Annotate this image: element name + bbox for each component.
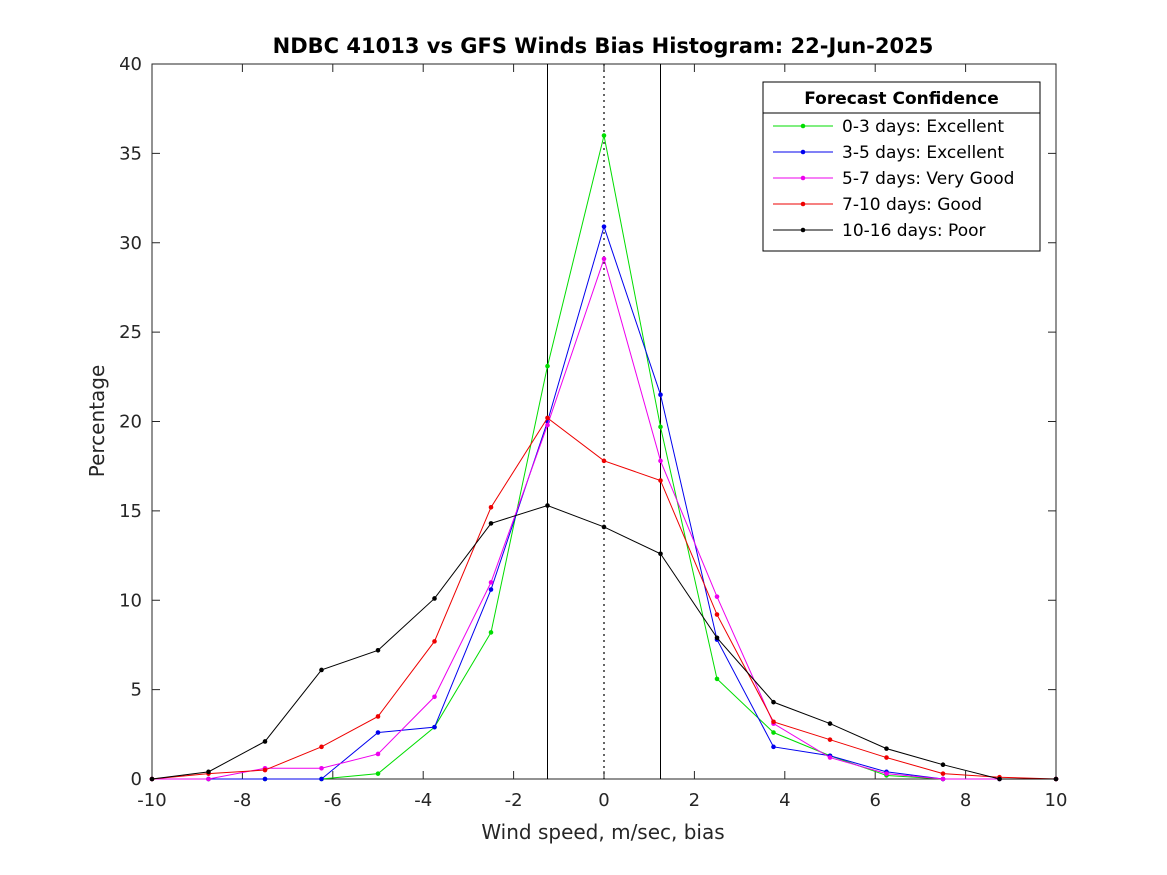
series-point-7-10-days-good (714, 612, 720, 617)
series-point-10-16-days-poor (940, 762, 946, 767)
series-point-5-7-days-very-good (827, 755, 833, 760)
series-point-10-16-days-poor (488, 521, 494, 526)
series-point-0-3-days-excellent (601, 133, 607, 138)
series-point-0-3-days-excellent (658, 424, 663, 430)
series-point-3-5-days-excellent (432, 724, 437, 730)
series-point-3-5-days-excellent (262, 776, 268, 782)
legend-marker-0-3-days-excellent (800, 123, 806, 129)
series-point-7-10-days-good (884, 755, 889, 760)
series-point-7-10-days-good (771, 719, 776, 725)
series-point-10-16-days-poor (262, 739, 268, 744)
legend-label-0-3-days-excellent: 0-3 days: Excellent (842, 117, 1004, 137)
series-point-10-16-days-poor (319, 667, 324, 673)
series-point-0-3-days-excellent (714, 676, 720, 682)
legend-title: Forecast Confidence (804, 89, 999, 109)
series-point-3-5-days-excellent (488, 587, 494, 592)
series-point-3-5-days-excellent (375, 730, 381, 735)
series-point-7-10-days-good (601, 458, 607, 464)
legend: Forecast Confidence 0-3 days: Excellent 3-… (762, 81, 1041, 252)
series-point-7-10-days-good (262, 767, 268, 773)
legend-marker-10-16-days-poor (800, 227, 806, 233)
legend-label-10-16-days-poor: 10-16 days: Poor (842, 221, 986, 241)
y-axis-title: Percentage (85, 365, 109, 478)
legend-label-7-10-days-good: 7-10 days: Good (842, 195, 982, 215)
series-point-10-16-days-poor (206, 769, 211, 775)
y-tick-label: 25 (119, 322, 142, 343)
x-axis-title: Wind speed, m/sec, bias (481, 820, 724, 844)
series-point-10-16-days-poor (375, 648, 381, 653)
legend-marker-7-10-days-good (800, 201, 806, 207)
series-point-3-5-days-excellent (658, 392, 663, 397)
series-point-5-7-days-very-good (488, 580, 494, 585)
series-point-5-7-days-very-good (884, 771, 889, 776)
series-point-7-10-days-good (375, 714, 381, 719)
series-point-5-7-days-very-good (375, 751, 381, 757)
series-point-10-16-days-poor (545, 503, 550, 508)
series-point-10-16-days-poor (827, 721, 833, 726)
x-tick-label: 4 (779, 790, 790, 811)
y-tick-label: 10 (119, 590, 142, 611)
series-point-5-7-days-very-good (432, 694, 437, 700)
x-tick-label: 2 (689, 790, 700, 811)
legend-label-3-5-days-excellent: 3-5 days: Excellent (842, 143, 1004, 163)
series-point-7-10-days-good (488, 505, 494, 510)
series-point-10-16-days-poor (601, 524, 607, 530)
x-tick-label: -10 (137, 790, 166, 811)
series-point-7-10-days-good (827, 737, 833, 742)
y-tick-label: 30 (119, 233, 142, 254)
series-point-10-16-days-poor (1053, 776, 1059, 782)
series-point-5-7-days-very-good (206, 776, 211, 782)
series-point-10-16-days-poor (884, 746, 889, 751)
x-tick-label: -6 (324, 790, 342, 811)
series-point-5-7-days-very-good (940, 776, 946, 782)
series-point-7-10-days-good (940, 771, 946, 776)
series-point-5-7-days-very-good (601, 256, 607, 262)
legend-marker-3-5-days-excellent (800, 149, 806, 155)
legend-marker-5-7-days-very-good (800, 175, 806, 181)
x-tick-label: -2 (505, 790, 523, 811)
series-point-7-10-days-good (545, 415, 550, 421)
series-point-7-10-days-good (658, 478, 663, 483)
series-point-5-7-days-very-good (658, 458, 663, 464)
series-point-10-16-days-poor (714, 635, 720, 641)
x-tick-label: -8 (233, 790, 251, 811)
series-point-7-10-days-good (432, 639, 437, 644)
y-tick-label: 5 (131, 680, 142, 701)
x-tick-label: 8 (960, 790, 971, 811)
series-point-5-7-days-very-good (714, 594, 720, 599)
series-point-5-7-days-very-good (545, 422, 550, 428)
series-point-0-3-days-excellent (545, 363, 550, 369)
series-point-10-16-days-poor (432, 596, 437, 601)
y-tick-label: 35 (119, 143, 142, 164)
x-tick-label: -4 (414, 790, 432, 811)
series-point-10-16-days-poor (658, 551, 663, 557)
series-point-10-16-days-poor (771, 699, 776, 705)
series-point-10-16-days-poor (997, 776, 1002, 782)
series-point-5-7-days-very-good (319, 765, 324, 771)
series-point-7-10-days-good (319, 744, 324, 750)
y-tick-label: 0 (131, 769, 142, 790)
series-point-10-16-days-poor (149, 776, 155, 782)
series-point-0-3-days-excellent (488, 630, 494, 635)
series-point-0-3-days-excellent (375, 771, 381, 776)
series-point-0-3-days-excellent (771, 730, 776, 735)
x-tick-label: 10 (1045, 790, 1068, 811)
x-tick-label: 6 (869, 790, 880, 811)
series-point-3-5-days-excellent (601, 224, 607, 229)
legend-box (762, 81, 1041, 252)
series-point-3-5-days-excellent (771, 744, 776, 750)
y-tick-label: 15 (119, 501, 142, 522)
y-tick-label: 40 (119, 54, 142, 75)
series-point-3-5-days-excellent (319, 776, 324, 782)
chart-title: NDBC 41013 vs GFS Winds Bias Histogram: … (273, 34, 934, 58)
legend-label-5-7-days-very-good: 5-7 days: Very Good (842, 169, 1014, 189)
x-tick-label: 0 (598, 790, 609, 811)
y-tick-label: 20 (119, 412, 142, 433)
